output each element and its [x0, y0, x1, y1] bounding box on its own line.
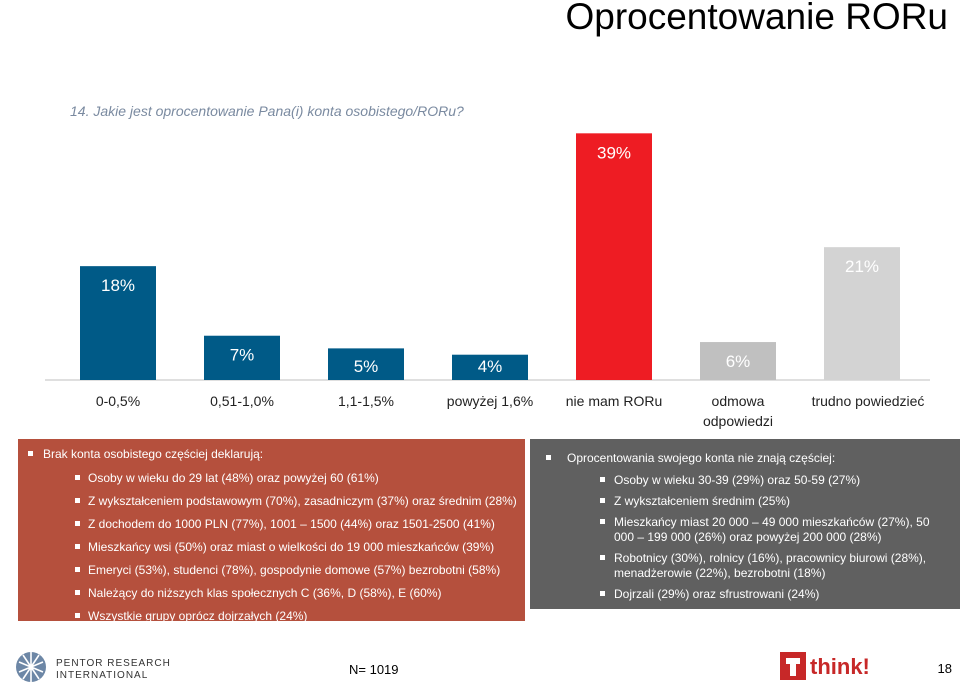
left-panel-item: Emeryci (53%), studenci (78%), gospodyni…: [26, 563, 517, 578]
bar: [204, 335, 280, 380]
bar: [824, 247, 900, 380]
right-panel-item: Robotnicy (30%), rolnicy (16%), pracowni…: [538, 551, 952, 581]
right-panel-heading: Oprocentowania swojego konta nie znają c…: [538, 451, 952, 466]
bar: [80, 266, 156, 380]
bar-value-label: 7%: [230, 346, 255, 365]
bar-value-label: 5%: [354, 357, 379, 376]
bar-value-label: 21%: [845, 257, 879, 276]
left-panel-item: Osoby w wieku do 29 lat (48%) oraz powyż…: [26, 471, 517, 486]
left-panel-item: Wszystkie grupy oprócz dojrzałych (24%): [26, 609, 517, 624]
left-panel-heading: Brak konta osobistego częściej deklarują…: [26, 447, 517, 462]
right-panel-item: Z wykształceniem średnim (25%): [538, 494, 952, 509]
think-logo: think!: [780, 652, 870, 685]
category-label: nie mam RORu: [566, 393, 662, 409]
pentor-logo-text: PENTOR RESEARCH INTERNATIONAL: [56, 658, 171, 681]
page-number: 18: [937, 661, 952, 676]
bar: [576, 133, 652, 380]
bar: [700, 342, 776, 380]
category-label: odmowa: [712, 393, 765, 409]
category-label: powyżej 1,6%: [447, 393, 533, 409]
think-logo-text: think!: [810, 654, 870, 679]
bar-value-label: 39%: [597, 143, 631, 162]
category-label: 0,51-1,0%: [210, 393, 274, 409]
sample-size: N= 1019: [349, 662, 399, 677]
left-panel-item: Z dochodem do 1000 PLN (77%), 1001 – 150…: [26, 517, 517, 532]
left-panel: Brak konta osobistego częściej deklarują…: [18, 439, 525, 624]
left-panel-item: Należący do niższych klas społecznych C …: [26, 586, 517, 601]
bar: [452, 354, 528, 380]
category-label: odpowiedzi: [703, 413, 773, 429]
bar-value-label: 6%: [726, 352, 751, 371]
right-panel: Oprocentowania swojego konta nie znają c…: [530, 439, 960, 609]
think-logo-icon: [780, 652, 806, 680]
left-panel-item: Mieszkańcy wsi (50%) oraz miast o wielko…: [26, 540, 517, 555]
left-panel-item: Z wykształceniem podstawowym (70%), zasa…: [26, 494, 517, 509]
pentor-logo: PENTOR RESEARCH INTERNATIONAL: [14, 650, 224, 686]
category-label: trudno powiedzieć: [812, 393, 925, 409]
question-text: 14. Jakie jest oprocentowanie Pana(i) ko…: [70, 103, 464, 119]
bar-value-label: 18%: [101, 276, 135, 295]
pentor-globe-icon: [16, 652, 46, 682]
category-label: 0-0,5%: [96, 393, 140, 409]
bar-value-label: 4%: [478, 357, 503, 376]
bar-chart: 18% 0-0,5% 7% 0,51-1,0% 5% 1,1-1,5% 4% powyżej …: [45, 133, 930, 429]
right-panel-item: Osoby w wieku 30-39 (29%) oraz 50-59 (27…: [538, 473, 952, 488]
right-panel-item: Mieszkańcy miast 20 000 – 49 000 mieszka…: [538, 515, 952, 545]
page-title: Oprocentowanie RORu: [565, 0, 948, 37]
category-label: 1,1-1,5%: [338, 393, 394, 409]
bar: [328, 348, 404, 380]
right-panel-item: Dojrzali (29%) oraz sfrustrowani (24%): [538, 587, 952, 602]
